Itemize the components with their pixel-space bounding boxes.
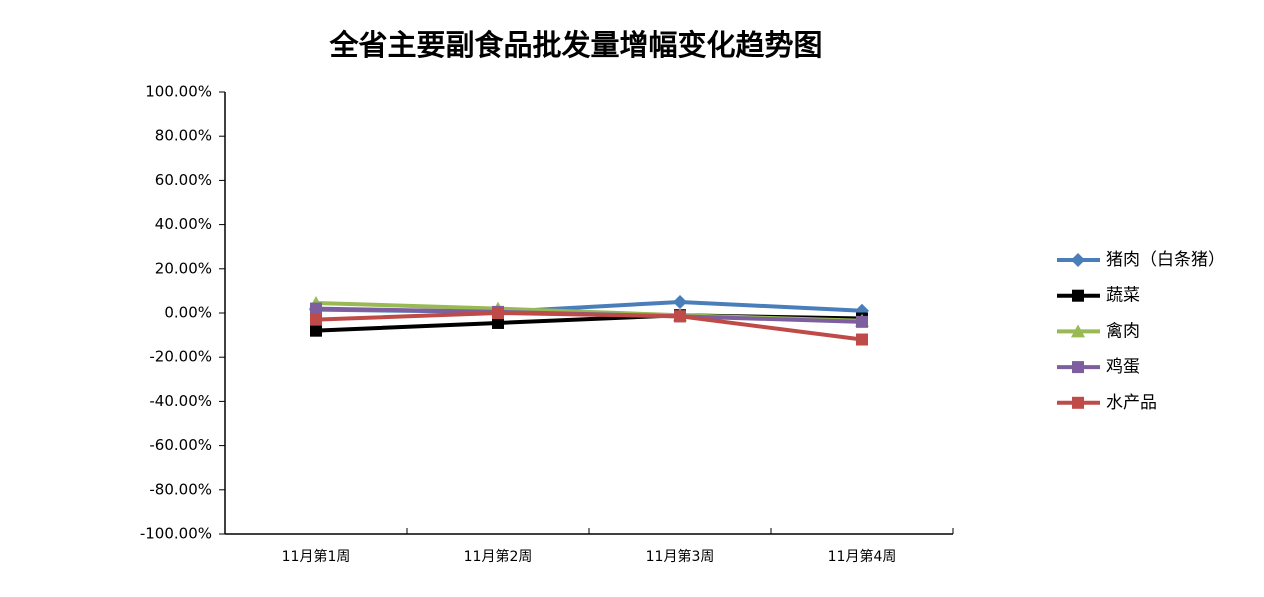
y-tick-label: -100.00% — [140, 525, 212, 543]
series-line — [315, 311, 863, 342]
y-tick-label: 60.00% — [155, 171, 212, 189]
legend-label: 禽肉 — [1106, 321, 1140, 341]
data-point — [674, 310, 686, 323]
y-tick-label: 0.00% — [164, 304, 212, 322]
legend-marker — [1072, 396, 1084, 409]
x-tick-label: 11月第1周 — [282, 548, 351, 565]
y-tick-label: 80.00% — [155, 127, 212, 145]
data-point — [310, 324, 322, 337]
x-tick-label: 11月第3周 — [646, 548, 715, 565]
y-tick-label: 100.00% — [145, 83, 212, 101]
legend-marker — [1072, 289, 1084, 302]
x-tick-label: 11月第4周 — [828, 548, 897, 565]
y-tick-label: -40.00% — [149, 392, 212, 410]
legend-marker — [1071, 253, 1085, 267]
y-tick-label: -20.00% — [149, 348, 212, 366]
chart-title: 全省主要副食品批发量增幅变化趋势图 — [328, 28, 822, 62]
data-point — [492, 307, 504, 319]
data-point — [492, 316, 504, 329]
y-tick-label: -60.00% — [149, 436, 212, 454]
x-tick-label: 11月第2周 — [464, 548, 533, 565]
legend-marker — [1071, 324, 1085, 338]
data-point — [310, 313, 322, 326]
y-tick-label: 20.00% — [155, 259, 212, 277]
data-point — [673, 294, 687, 309]
legend-label: 水产品 — [1106, 393, 1157, 413]
y-tick-label: 40.00% — [155, 215, 212, 233]
data-point — [310, 302, 322, 315]
legend-label: 蔬菜 — [1106, 286, 1140, 306]
y-tick-label: -80.00% — [149, 480, 212, 498]
data-point — [856, 315, 868, 328]
data-point — [856, 333, 868, 346]
legend-label: 猪肉（白条猪） — [1106, 250, 1225, 270]
legend-marker — [1072, 361, 1084, 374]
legend-label: 鸡蛋 — [1106, 357, 1140, 377]
